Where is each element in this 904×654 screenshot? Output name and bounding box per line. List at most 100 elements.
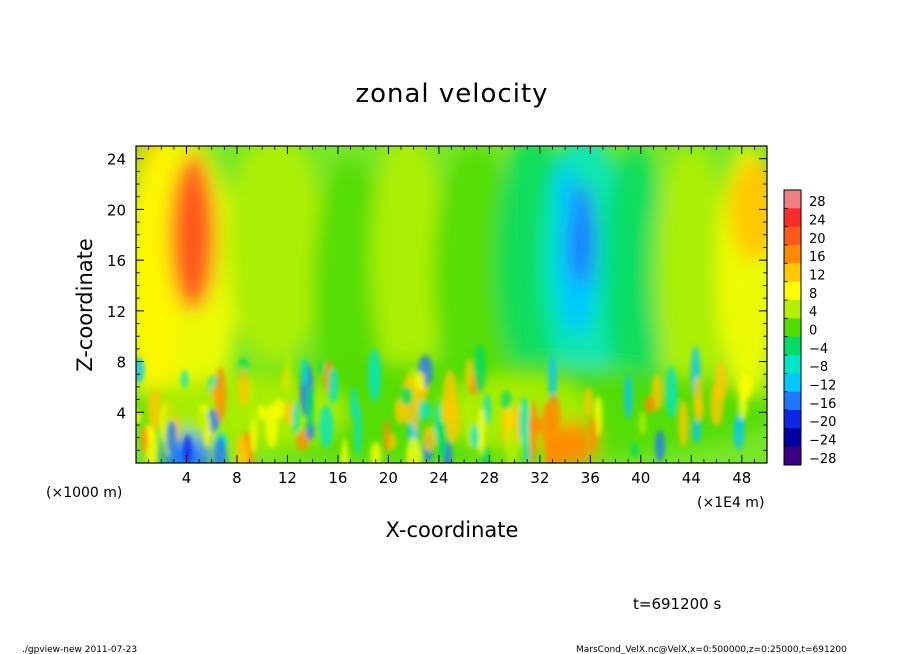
field-streak-73 <box>367 348 381 402</box>
field-band-3 <box>312 158 389 413</box>
field-streak-113 <box>528 415 543 435</box>
x-tick-label: 40 <box>631 469 650 487</box>
field-band-4 <box>369 146 446 387</box>
field-streak-80 <box>500 390 512 410</box>
field-band-5 <box>432 146 521 400</box>
field-streak-77 <box>644 395 656 414</box>
field-streak-99 <box>624 374 633 420</box>
field-streak-90 <box>166 420 178 457</box>
time-label: t=691200 s <box>633 595 721 613</box>
colorbar-label: 12 <box>809 269 826 284</box>
field-streak-105 <box>738 374 753 400</box>
field-streak-112 <box>283 350 292 396</box>
x-tick-label: 24 <box>429 469 448 487</box>
field-streak-64 <box>638 411 646 436</box>
field-streak-92 <box>183 435 192 463</box>
field-streak-89 <box>140 425 149 454</box>
colorbar-swatch <box>784 226 801 246</box>
field-streak-4 <box>554 430 566 463</box>
field-streak-81 <box>136 408 142 425</box>
field-streak-91 <box>465 358 473 389</box>
field-band-8 <box>602 146 667 400</box>
field-streak-20 <box>481 445 491 463</box>
field-band-2 <box>224 146 326 362</box>
field-streak-108 <box>237 367 249 407</box>
field-streak-84 <box>234 434 249 463</box>
field-streak-9 <box>477 408 486 455</box>
colorbar-swatch <box>784 245 801 264</box>
colorbar-swatch <box>784 190 801 209</box>
colorbar-label: −28 <box>809 452 836 467</box>
x-axis-label: X-coordinate <box>386 518 519 542</box>
y-tick-label: 20 <box>107 201 126 219</box>
field-streak-61 <box>470 424 480 449</box>
field-streak-44 <box>473 344 486 394</box>
colorbar-swatch <box>784 446 801 466</box>
field-streak-95 <box>693 376 703 422</box>
y-tick-label: 12 <box>107 303 126 321</box>
field-core-cold-2 <box>556 158 574 235</box>
field-streak-104 <box>400 387 414 406</box>
field-streak-58 <box>416 400 432 421</box>
y-axis: 4 8 12 16 20 24 <box>107 151 767 451</box>
field-streak-65 <box>214 366 227 422</box>
field-streak-102 <box>590 414 597 451</box>
field-core-warm <box>180 152 208 242</box>
field-streak-116 <box>318 359 326 377</box>
colorbar-swatch <box>784 391 801 411</box>
colorbar-swatch <box>784 300 801 319</box>
colorbar-label: −20 <box>809 415 836 430</box>
colorbar-swatch <box>784 336 801 356</box>
field-streak-106 <box>319 404 334 448</box>
field-streak-36 <box>584 387 593 418</box>
field-streak-109 <box>350 386 358 420</box>
field-streak-54 <box>655 429 665 463</box>
x-tick-label: 32 <box>530 469 549 487</box>
field-streak-27 <box>548 355 557 405</box>
field-streak-52 <box>247 377 257 424</box>
colorbar-label: −4 <box>809 342 828 357</box>
field-streak-37 <box>181 370 189 389</box>
colorbar-swatch <box>784 373 801 393</box>
x-tick-label: 8 <box>232 469 242 487</box>
field-streak-119 <box>148 387 161 432</box>
colorbar-swatch <box>784 410 801 429</box>
colorbar-label: 8 <box>809 287 817 302</box>
field-streak-117 <box>273 399 285 420</box>
colorbar-swatch <box>784 281 801 301</box>
field-streak-100 <box>194 410 208 429</box>
field-fine-scale <box>136 344 753 463</box>
colorbar-label: 16 <box>809 250 826 265</box>
colorbar-swatch <box>784 263 801 283</box>
field-streak-75 <box>692 417 701 443</box>
field-core-cold <box>568 184 595 286</box>
colorbar-label: 4 <box>809 305 817 320</box>
field-streak-101 <box>383 419 391 453</box>
colorbar: 28 24 20 16 12 8 4 0 −4 −8 −12 −16 −20 −24 −28 <box>783 189 836 467</box>
field-streak-107 <box>678 399 689 448</box>
field-streak-47 <box>445 398 460 444</box>
colorbar-label: −8 <box>809 360 828 375</box>
colorbar-label: −12 <box>809 379 836 394</box>
colorbar-swatch <box>784 318 801 338</box>
colorbar-label: 28 <box>809 195 826 210</box>
field-streak-57 <box>341 437 349 463</box>
field-streak-68 <box>306 385 315 430</box>
x-units-left: (×1000 m) <box>46 485 122 501</box>
field-streak-50 <box>257 404 267 421</box>
colorbar-label: 24 <box>809 214 826 229</box>
field-streak-67 <box>710 382 724 427</box>
x-tick-label: 4 <box>182 469 192 487</box>
velocity-field <box>136 146 767 463</box>
field-streak-79 <box>283 401 295 426</box>
y-tick-label: 4 <box>116 404 126 422</box>
field-streak-74 <box>414 371 425 391</box>
colorbar-swatch <box>784 428 801 448</box>
x-tick-label: 36 <box>581 469 600 487</box>
x-units-right: (×1E4 m) <box>697 495 764 511</box>
field-streak-38 <box>250 414 257 454</box>
colorbar-frame <box>783 189 802 466</box>
colorbar-label: 20 <box>809 232 826 247</box>
field-streak-22 <box>301 357 308 387</box>
